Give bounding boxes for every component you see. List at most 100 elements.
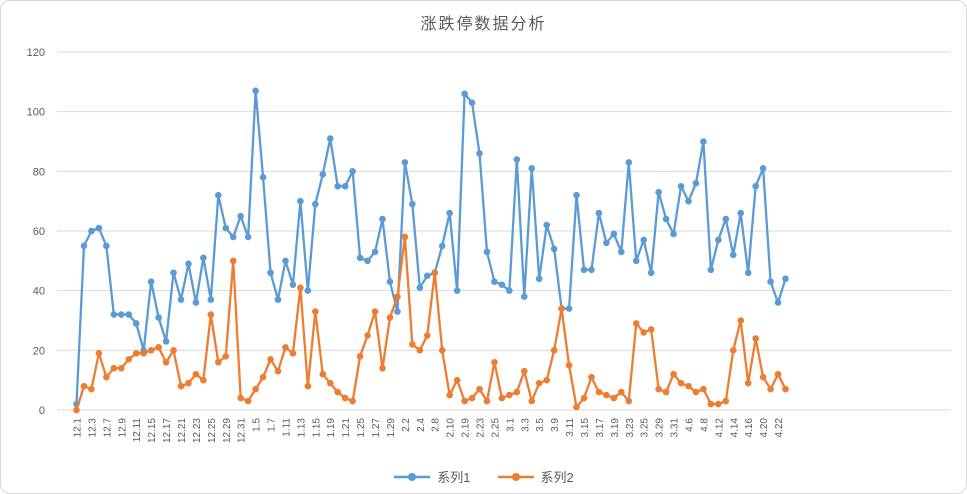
series1-marker[interactable] [356, 254, 364, 262]
series1-marker[interactable] [506, 287, 513, 294]
series2-marker[interactable] [274, 367, 282, 375]
series1-marker[interactable] [170, 269, 177, 277]
series1-marker[interactable] [647, 269, 655, 277]
series1-marker[interactable] [595, 209, 603, 217]
series1-marker[interactable] [498, 281, 506, 289]
series1-marker[interactable] [685, 197, 692, 205]
series2-marker[interactable] [289, 350, 297, 357]
series1-marker[interactable] [132, 320, 140, 327]
series1-marker[interactable] [468, 99, 476, 107]
series2-marker[interactable] [341, 394, 349, 402]
series1-marker[interactable] [80, 242, 88, 250]
series1-marker[interactable] [252, 87, 259, 95]
series1-marker[interactable] [476, 150, 483, 157]
series2-marker[interactable] [461, 397, 468, 405]
series2-marker[interactable] [468, 394, 476, 402]
series2-marker[interactable] [349, 397, 356, 405]
series1-marker[interactable] [192, 299, 200, 306]
series1-marker[interactable] [520, 293, 528, 300]
series2-marker[interactable] [744, 379, 752, 387]
series2-marker[interactable] [782, 385, 789, 393]
series1-marker[interactable] [147, 278, 155, 286]
series1-marker[interactable] [334, 182, 342, 190]
series2-marker[interactable] [610, 394, 618, 402]
series2-marker[interactable] [192, 370, 200, 378]
series2-marker[interactable] [259, 373, 267, 381]
series1-marker[interactable] [438, 242, 446, 250]
series1-marker[interactable] [394, 308, 401, 315]
series2-marker[interactable] [80, 382, 88, 390]
series1-marker[interactable] [670, 230, 677, 238]
series1-marker[interactable] [103, 242, 110, 250]
series2-marker[interactable] [767, 385, 774, 393]
series1-marker[interactable] [371, 248, 379, 256]
series2-marker[interactable] [715, 400, 722, 408]
series2-marker[interactable] [401, 233, 409, 241]
series2-marker[interactable] [155, 344, 162, 351]
series2-marker[interactable] [707, 400, 715, 408]
series1-marker[interactable] [618, 248, 625, 256]
series2-marker[interactable] [364, 332, 371, 339]
series1-marker[interactable] [409, 200, 416, 208]
series2-marker[interactable] [543, 376, 550, 384]
series1-marker[interactable] [722, 215, 730, 223]
series2-marker[interactable] [252, 385, 259, 393]
series1-marker[interactable] [229, 233, 237, 241]
series2-marker[interactable] [670, 370, 677, 378]
series1-marker[interactable] [550, 245, 558, 253]
series1-marker[interactable] [312, 200, 319, 208]
series1-line[interactable] [75, 89, 787, 406]
series1-marker[interactable] [782, 275, 789, 283]
series1-marker[interactable] [737, 209, 745, 217]
series1-marker[interactable] [341, 182, 349, 190]
series1-marker[interactable] [319, 171, 327, 178]
series2-marker[interactable] [558, 305, 565, 312]
series1-marker[interactable] [162, 338, 170, 345]
series1-marker[interactable] [200, 254, 207, 262]
series2-marker[interactable] [304, 382, 312, 390]
series1-marker[interactable] [610, 230, 618, 238]
series1-marker[interactable] [759, 165, 767, 172]
series2-marker[interactable] [513, 388, 521, 396]
series2-marker[interactable] [483, 397, 491, 405]
series1-marker[interactable] [543, 221, 550, 229]
series2-marker[interactable] [446, 391, 453, 399]
series2-marker[interactable] [312, 308, 319, 315]
series1-marker[interactable] [535, 275, 543, 283]
series2-marker[interactable] [438, 347, 446, 354]
series1-marker[interactable] [88, 227, 95, 235]
series1-marker[interactable] [349, 168, 356, 175]
series1-marker[interactable] [513, 156, 521, 163]
series1-marker[interactable] [774, 299, 782, 306]
series1-marker[interactable] [565, 305, 573, 312]
series2-marker[interactable] [73, 406, 80, 414]
series2-marker[interactable] [453, 376, 461, 384]
series1-marker[interactable] [177, 296, 185, 303]
series1-marker[interactable] [446, 209, 453, 217]
series1-marker[interactable] [677, 182, 685, 190]
series2-marker[interactable] [498, 394, 506, 402]
series1-marker[interactable] [259, 174, 267, 181]
legend-item-series1[interactable]: 系列1 [393, 467, 471, 486]
series1-marker[interactable] [715, 236, 722, 244]
series1-marker[interactable] [274, 296, 282, 303]
series2-marker[interactable] [356, 353, 364, 360]
series2-marker[interactable] [334, 388, 342, 396]
series2-marker[interactable] [394, 293, 401, 300]
series1-marker[interactable] [386, 278, 394, 286]
series2-marker[interactable] [774, 370, 782, 378]
series2-marker[interactable] [244, 397, 252, 405]
series1-marker[interactable] [117, 311, 125, 318]
series1-marker[interactable] [640, 236, 648, 244]
series1-marker[interactable] [416, 284, 424, 291]
series1-marker[interactable] [625, 159, 633, 166]
series2-marker[interactable] [632, 320, 640, 327]
series1-marker[interactable] [364, 257, 371, 265]
series2-marker[interactable] [177, 382, 185, 390]
series2-marker[interactable] [132, 350, 140, 357]
series2-marker[interactable] [692, 388, 700, 396]
series2-marker[interactable] [267, 355, 274, 363]
series2-marker[interactable] [88, 385, 95, 393]
series2-marker[interactable] [573, 403, 580, 411]
series2-marker[interactable] [640, 329, 648, 336]
